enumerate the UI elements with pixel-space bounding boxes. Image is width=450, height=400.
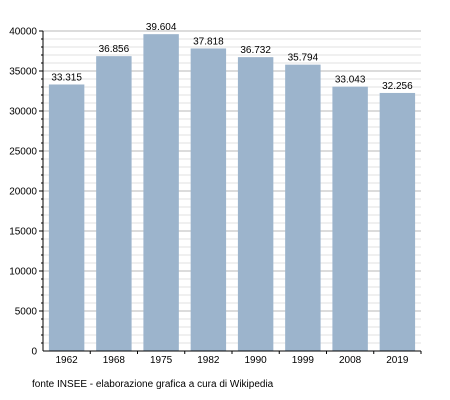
y-tick-label-5000: 5000 (15, 307, 38, 318)
x-tick-label-1975: 1975 (150, 355, 173, 366)
bars (48, 34, 416, 352)
x-tick-label-1962: 1962 (56, 355, 79, 366)
data-label-1990: 36.732 (240, 45, 271, 56)
x-axis: 1962 1968 1975 1982 1990 1999 2008 2019 (43, 350, 422, 366)
y-tick-label-0: 0 (31, 347, 37, 358)
y-tick-label-30000: 30000 (9, 107, 37, 118)
x-tick-label-1968: 1968 (103, 355, 126, 366)
data-label-1975: 39.604 (146, 22, 177, 33)
data-label-2019: 32.256 (382, 81, 413, 92)
data-label-1982: 37.818 (193, 36, 224, 47)
y-tick-label-40000: 40000 (9, 27, 37, 38)
x-tick-label-1982: 1982 (197, 355, 220, 366)
data-label-2008: 33.043 (335, 75, 366, 86)
y-tick-label-10000: 10000 (9, 267, 37, 278)
bar-1990 (237, 57, 274, 351)
x-tick-label-2019: 2019 (386, 355, 409, 366)
x-tick-label-1990: 1990 (245, 355, 268, 366)
bar-chart: 33.315 36.856 39.604 37.818 36.732 35.794 33.0… (9, 22, 422, 366)
y-tick-label-20000: 20000 (9, 187, 37, 198)
data-labels: 33.315 36.856 39.604 37.818 36.732 35.794 33.0… (51, 22, 413, 92)
data-label-1968: 36.856 (99, 44, 130, 55)
y-tick-label-25000: 25000 (9, 147, 37, 158)
bar-1975 (143, 34, 179, 351)
source-note: fonte INSEE - elaborazione grafica a cur… (32, 379, 274, 390)
bar-1999 (285, 64, 321, 351)
y-tick-label-35000: 35000 (9, 67, 37, 78)
x-tick-label-2008: 2008 (339, 355, 362, 366)
x-tick-label-1999: 1999 (292, 355, 315, 366)
bar-2019 (379, 92, 416, 352)
y-axis: 0 5000 10000 15000 20000 25000 30000 35000 40000 (9, 27, 44, 358)
bar-1962 (48, 84, 85, 351)
data-label-1999: 35.794 (288, 53, 319, 64)
y-tick-label-15000: 15000 (9, 227, 37, 238)
data-label-1962: 33.315 (51, 72, 82, 83)
bar-2008 (332, 86, 368, 351)
bar-1982 (190, 48, 227, 352)
bar-1968 (96, 56, 132, 351)
